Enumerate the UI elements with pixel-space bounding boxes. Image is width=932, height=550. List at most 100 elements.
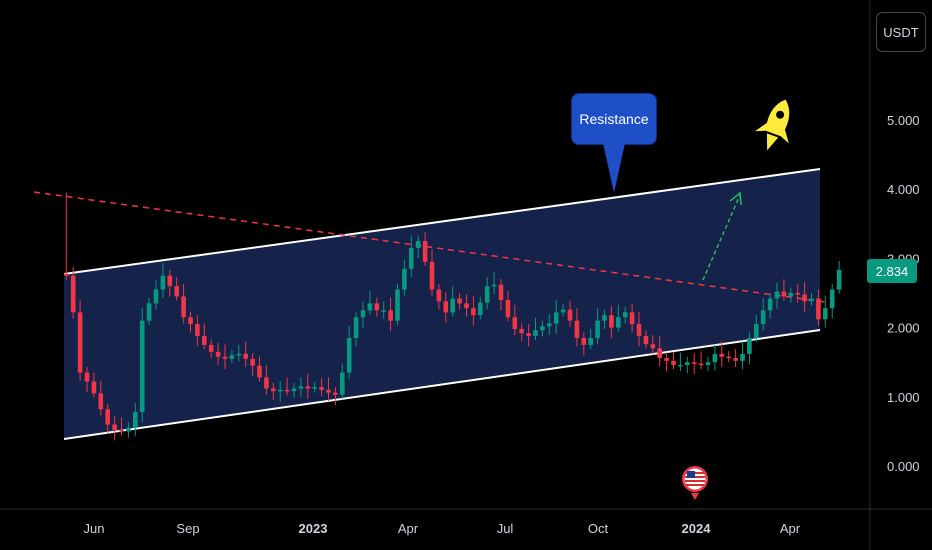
candle — [657, 335, 662, 367]
currency-button[interactable]: USDT — [876, 12, 926, 52]
candle — [588, 328, 593, 350]
candle — [174, 277, 179, 301]
time-axis-label: Jul — [497, 521, 514, 536]
candle — [374, 297, 380, 317]
candle — [478, 297, 483, 320]
currency-label: USDT — [883, 24, 919, 40]
candle — [726, 351, 731, 363]
candle — [243, 341, 248, 368]
candle — [788, 287, 794, 303]
descending-trend-line[interactable] — [33, 191, 826, 303]
candle — [415, 235, 421, 259]
candle — [264, 364, 269, 395]
candle — [202, 323, 207, 350]
candle — [650, 335, 656, 355]
candle — [767, 293, 773, 319]
candle — [222, 344, 228, 370]
candle — [409, 235, 414, 278]
candle — [733, 349, 738, 368]
candle — [609, 306, 614, 338]
candle — [353, 311, 359, 347]
candle — [781, 279, 787, 301]
candle — [429, 249, 435, 296]
time-axis-label: Oct — [588, 521, 609, 536]
candle — [802, 281, 807, 312]
candle — [464, 294, 469, 317]
candle — [602, 309, 607, 329]
candle — [685, 356, 690, 374]
candle — [77, 299, 83, 381]
candle — [346, 325, 352, 379]
candle — [795, 284, 800, 303]
candle — [484, 277, 490, 309]
candle — [636, 311, 642, 347]
candle — [560, 304, 566, 317]
candle — [774, 282, 780, 309]
candle — [326, 377, 331, 401]
time-axis-label: 2023 — [299, 521, 328, 536]
candle — [809, 293, 814, 306]
price-axis-label: 5.000 — [887, 113, 920, 128]
candle — [388, 297, 393, 332]
candle — [98, 380, 104, 416]
candle — [236, 344, 242, 362]
candle — [139, 308, 145, 423]
candle — [519, 323, 524, 342]
candle — [533, 317, 538, 341]
candle — [740, 341, 745, 370]
candle — [823, 295, 828, 328]
candle — [505, 290, 511, 322]
candle — [498, 279, 504, 311]
candle — [540, 320, 545, 337]
price-axis-label: 2.000 — [887, 321, 920, 336]
candle — [816, 289, 821, 326]
candle — [208, 339, 214, 359]
rocket-icon — [754, 99, 790, 151]
candle — [188, 311, 193, 333]
candle — [112, 415, 117, 441]
candle — [229, 349, 235, 363]
candle — [553, 299, 559, 334]
candle — [754, 315, 759, 343]
candle — [760, 297, 766, 331]
candle — [119, 417, 124, 436]
candle — [829, 284, 835, 319]
candle — [250, 353, 255, 377]
candle — [443, 292, 449, 323]
candle — [457, 293, 462, 310]
candle — [491, 272, 497, 295]
price-axis-label: 1.000 — [887, 390, 920, 405]
resistance-pointer — [603, 143, 625, 193]
candle — [836, 260, 842, 294]
candle — [146, 297, 152, 325]
candle — [367, 290, 373, 315]
candle — [291, 382, 297, 398]
resistance-box: Resistance — [571, 93, 657, 145]
candle — [402, 259, 407, 296]
candle — [567, 300, 573, 327]
candle — [581, 332, 587, 356]
channel-upper-line[interactable] — [63, 168, 821, 275]
candle — [312, 381, 317, 393]
candle — [105, 403, 110, 433]
candle — [643, 330, 649, 349]
us-flag-event-icon[interactable] — [681, 462, 709, 502]
candle — [450, 286, 455, 317]
channel-lower-line[interactable] — [63, 329, 821, 440]
candle — [333, 387, 338, 406]
time-axis[interactable]: Jun Sep 2023 Apr Jul Oct 2024 Apr — [84, 521, 801, 536]
candle — [298, 377, 304, 397]
candle — [471, 295, 476, 326]
candle — [64, 192, 69, 280]
candle — [319, 378, 324, 397]
candle — [153, 280, 159, 310]
candle — [70, 266, 76, 319]
candle — [595, 308, 600, 345]
candle — [284, 377, 290, 396]
time-axis-label: Apr — [780, 521, 801, 536]
current-price-tag: 2.834 — [867, 259, 917, 283]
candle — [215, 342, 221, 365]
resistance-callout[interactable]: Resistance — [571, 93, 657, 193]
